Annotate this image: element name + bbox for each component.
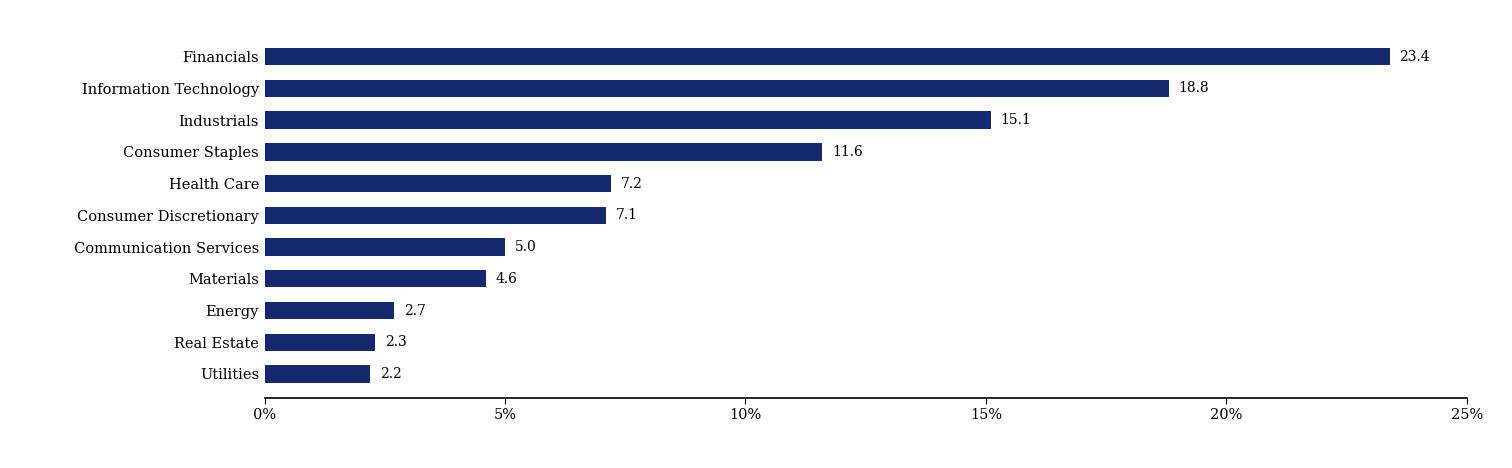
Text: 5.0: 5.0 [514, 240, 537, 254]
Bar [265, 206, 606, 224]
Bar [265, 143, 823, 161]
Text: 2.2: 2.2 [380, 367, 402, 381]
Text: 2.7: 2.7 [404, 304, 426, 317]
Bar [265, 334, 375, 351]
Text: 23.4: 23.4 [1399, 50, 1430, 64]
Bar [265, 302, 395, 319]
Bar [265, 80, 1169, 97]
Bar [265, 270, 485, 287]
Bar [265, 48, 1390, 66]
Bar [265, 238, 505, 256]
Bar [265, 175, 611, 192]
Text: 7.1: 7.1 [615, 208, 638, 222]
Text: 2.3: 2.3 [384, 335, 407, 349]
Text: 15.1: 15.1 [1001, 113, 1031, 127]
Text: 18.8: 18.8 [1178, 81, 1208, 95]
Text: 7.2: 7.2 [620, 176, 643, 190]
Text: 11.6: 11.6 [832, 145, 863, 159]
Bar [265, 365, 370, 383]
Text: 4.6: 4.6 [496, 272, 517, 286]
Bar [265, 111, 990, 129]
